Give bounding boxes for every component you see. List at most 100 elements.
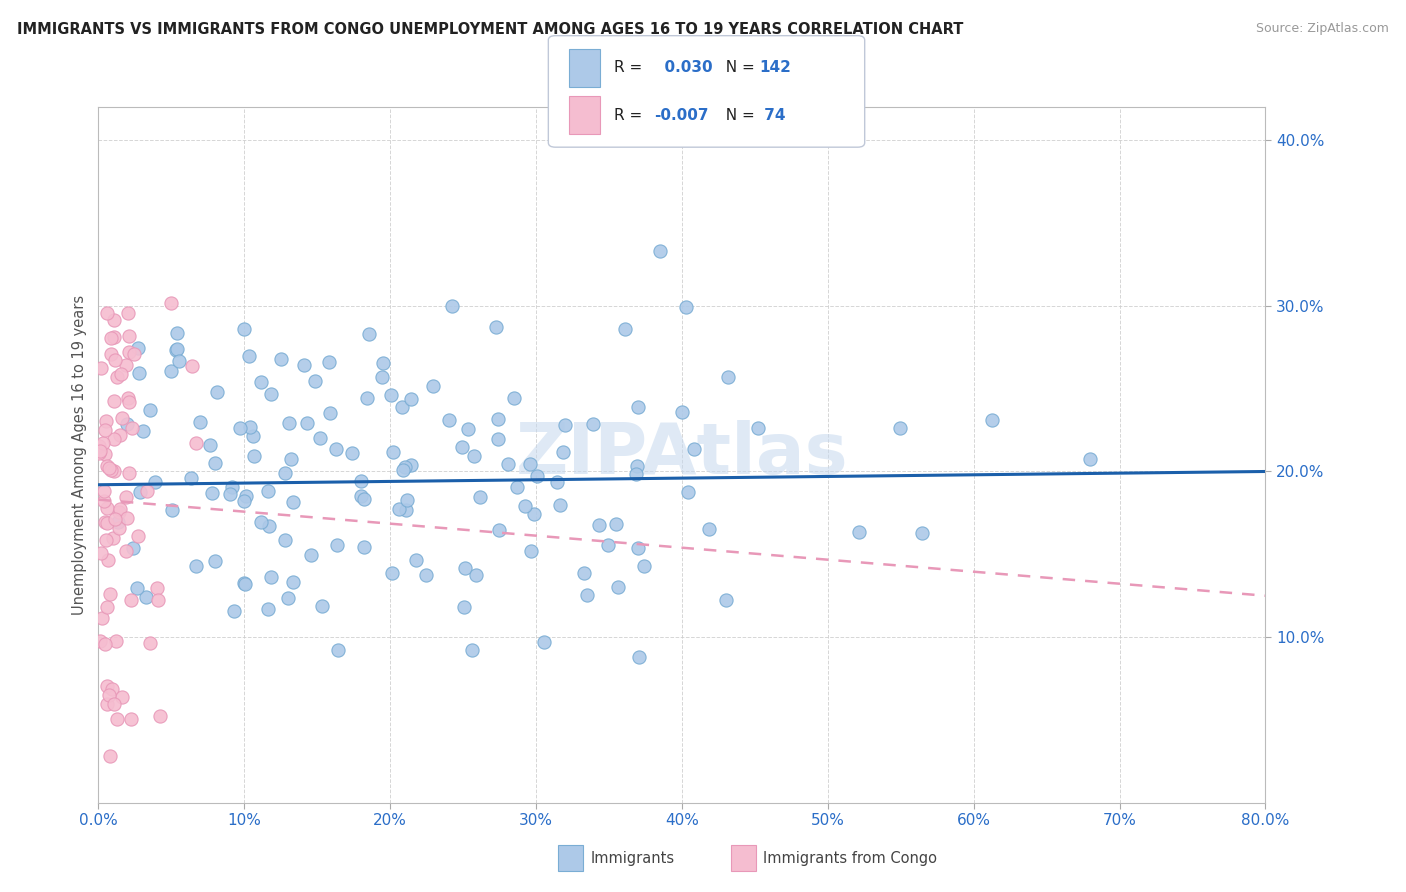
Point [103, 329, 125, 343]
Point [96, 306, 118, 320]
Point [121, 421, 143, 435]
Point [139, 636, 162, 650]
Point [453, 599, 475, 614]
Point [394, 459, 416, 474]
Point [309, 431, 332, 445]
Point [676, 484, 699, 499]
Point [356, 391, 378, 405]
Point [627, 541, 650, 555]
Point [96, 697, 118, 711]
Point [239, 419, 262, 434]
Point [108, 502, 131, 516]
Point [548, 498, 571, 512]
Point [233, 576, 256, 591]
Point [280, 452, 302, 467]
Point [205, 385, 228, 400]
Point [110, 690, 132, 704]
Point [513, 499, 536, 513]
Point [89, 634, 111, 648]
Point [582, 417, 605, 432]
Point [392, 463, 415, 477]
Point [118, 394, 141, 409]
Point [299, 549, 322, 563]
Point [128, 366, 150, 380]
Text: 74: 74 [759, 108, 786, 122]
Point [108, 504, 131, 518]
Point [167, 354, 190, 368]
Point [533, 635, 555, 649]
Point [274, 466, 297, 480]
Point [94, 424, 117, 438]
Point [115, 358, 138, 372]
Point [257, 483, 280, 498]
Point [135, 590, 157, 604]
Point [186, 436, 208, 450]
Point [461, 643, 484, 657]
Point [117, 511, 139, 525]
Point [283, 574, 305, 589]
Point [415, 568, 437, 582]
Point [149, 708, 172, 723]
Point [105, 369, 128, 384]
Point [318, 354, 340, 368]
Point [496, 457, 519, 471]
Text: R =: R = [614, 108, 648, 122]
Point [181, 359, 204, 373]
Point [614, 322, 637, 336]
Point [648, 244, 671, 258]
Point [624, 467, 647, 481]
Point [104, 633, 127, 648]
Point [100, 347, 122, 361]
Point [219, 486, 242, 500]
Point [671, 405, 693, 419]
Point [319, 407, 342, 421]
Point [381, 566, 404, 581]
Point [747, 420, 769, 434]
Point [633, 558, 655, 573]
Point [626, 459, 648, 474]
Point [166, 326, 188, 340]
Point [627, 649, 650, 664]
Point [596, 538, 619, 552]
Point [201, 485, 224, 500]
Point [90, 546, 112, 560]
Point [110, 367, 132, 381]
Point [717, 370, 740, 384]
Point [981, 413, 1004, 427]
Point [233, 321, 256, 335]
Point [588, 518, 610, 533]
Point [96, 600, 118, 615]
Text: Immigrants from Congo: Immigrants from Congo [763, 851, 938, 865]
Point [127, 341, 149, 355]
Point [297, 416, 319, 430]
Point [257, 601, 280, 615]
Point [911, 526, 934, 541]
Point [118, 344, 141, 359]
Point [470, 490, 492, 504]
Point [238, 349, 260, 363]
Point [89, 439, 111, 453]
Point [486, 411, 509, 425]
Point [117, 306, 139, 320]
Point [104, 512, 127, 526]
Point [575, 588, 598, 602]
Point [848, 524, 870, 539]
Point [260, 386, 283, 401]
Point [506, 480, 529, 494]
Point [108, 521, 131, 535]
Point [115, 417, 138, 431]
Text: -0.007: -0.007 [654, 108, 709, 122]
Point [325, 538, 347, 552]
Point [198, 437, 221, 451]
Point [388, 502, 411, 516]
Point [159, 364, 181, 378]
Point [184, 558, 207, 573]
Point [165, 343, 187, 358]
Point [440, 299, 463, 313]
Point [422, 379, 444, 393]
Point [243, 450, 266, 464]
Point [405, 553, 427, 567]
Point [204, 554, 226, 568]
Point [117, 391, 139, 405]
Point [326, 643, 349, 657]
